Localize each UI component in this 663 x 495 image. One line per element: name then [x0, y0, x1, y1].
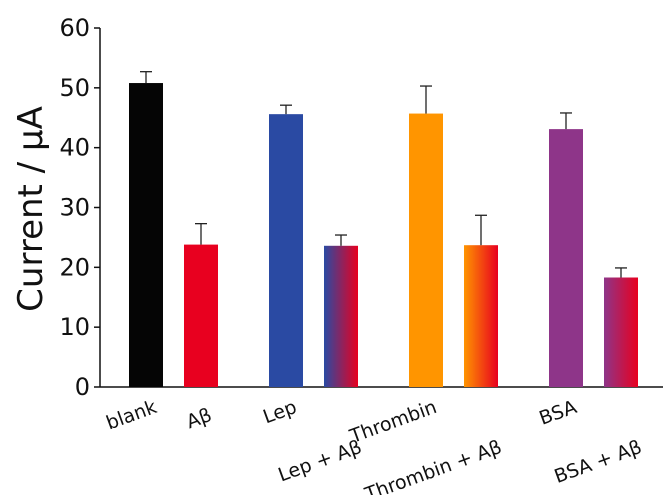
x-tick-label: BSA	[536, 396, 579, 430]
x-tick-label: Thrombin + Aβ	[361, 436, 504, 495]
bar	[464, 245, 498, 387]
bar	[129, 83, 163, 388]
x-tick-label: Thrombin	[346, 396, 440, 448]
y-tick-label: 50	[59, 74, 90, 102]
y-tick-label: 0	[75, 373, 90, 401]
bar	[324, 245, 358, 387]
x-tick-label: Lep + Aβ	[275, 436, 364, 486]
bar	[269, 114, 303, 387]
bar	[409, 113, 443, 387]
x-tick-label: blank	[103, 396, 159, 434]
y-tick-label: 30	[59, 194, 90, 222]
bar	[184, 244, 218, 387]
y-tick-label: 10	[59, 313, 90, 341]
y-tick-label: 60	[59, 14, 90, 42]
x-tick-label: Aβ	[184, 404, 215, 433]
bar	[604, 277, 638, 387]
y-tick-label: 40	[59, 134, 90, 162]
bar	[549, 129, 583, 387]
y-tick-label: 20	[59, 253, 90, 281]
y-axis-title: Current / μA	[11, 106, 51, 312]
x-tick-label: BSA + Aβ	[551, 436, 644, 488]
x-tick-label: Lep	[260, 396, 299, 428]
bars	[129, 71, 638, 388]
